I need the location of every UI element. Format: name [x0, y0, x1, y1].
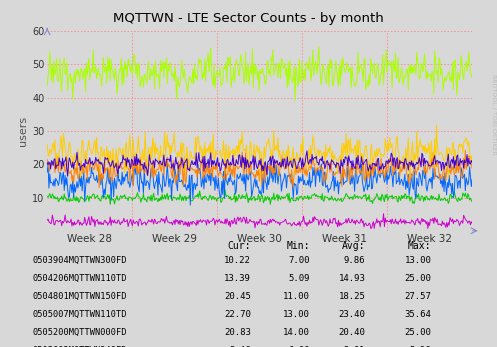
Text: 0503904MQTTWN300FD: 0503904MQTTWN300FD — [32, 256, 127, 265]
Text: 20.45: 20.45 — [224, 292, 251, 301]
Text: 0504206MQTTWN110TD: 0504206MQTTWN110TD — [32, 274, 127, 283]
Text: RRDTOOL / TOBI OETIKER: RRDTOOL / TOBI OETIKER — [491, 74, 496, 155]
Text: Max:: Max: — [408, 241, 431, 251]
Text: MQTTWN - LTE Sector Counts - by month: MQTTWN - LTE Sector Counts - by month — [113, 12, 384, 25]
Text: 2.46: 2.46 — [230, 346, 251, 347]
Text: 10.22: 10.22 — [224, 256, 251, 265]
Text: 2.61: 2.61 — [344, 346, 365, 347]
Text: 13.00: 13.00 — [405, 256, 431, 265]
Text: 0505007MQTTWN110TD: 0505007MQTTWN110TD — [32, 310, 127, 319]
Text: 20.83: 20.83 — [224, 328, 251, 337]
Text: Min:: Min: — [286, 241, 310, 251]
Text: 5.96: 5.96 — [410, 346, 431, 347]
Text: 14.00: 14.00 — [283, 328, 310, 337]
Text: 18.25: 18.25 — [338, 292, 365, 301]
Text: 5.09: 5.09 — [288, 274, 310, 283]
Text: 35.64: 35.64 — [405, 310, 431, 319]
Text: 13.39: 13.39 — [224, 274, 251, 283]
Text: 25.00: 25.00 — [405, 328, 431, 337]
Text: 0504801MQTTWN150FD: 0504801MQTTWN150FD — [32, 292, 127, 301]
Text: 20.40: 20.40 — [338, 328, 365, 337]
Text: 11.00: 11.00 — [283, 292, 310, 301]
Text: 22.70: 22.70 — [224, 310, 251, 319]
Text: 7.00: 7.00 — [288, 256, 310, 265]
Text: 27.57: 27.57 — [405, 292, 431, 301]
Text: 23.40: 23.40 — [338, 310, 365, 319]
Text: 13.00: 13.00 — [283, 310, 310, 319]
Text: 0.00: 0.00 — [288, 346, 310, 347]
Text: Cur:: Cur: — [228, 241, 251, 251]
Y-axis label: users: users — [18, 116, 28, 146]
Text: 14.93: 14.93 — [338, 274, 365, 283]
Text: 25.00: 25.00 — [405, 274, 431, 283]
Text: Avg:: Avg: — [342, 241, 365, 251]
Text: 9.86: 9.86 — [344, 256, 365, 265]
Text: 0505200MQTTWN000FD: 0505200MQTTWN000FD — [32, 328, 127, 337]
Text: 0505602MQTTWN240FD: 0505602MQTTWN240FD — [32, 346, 127, 347]
